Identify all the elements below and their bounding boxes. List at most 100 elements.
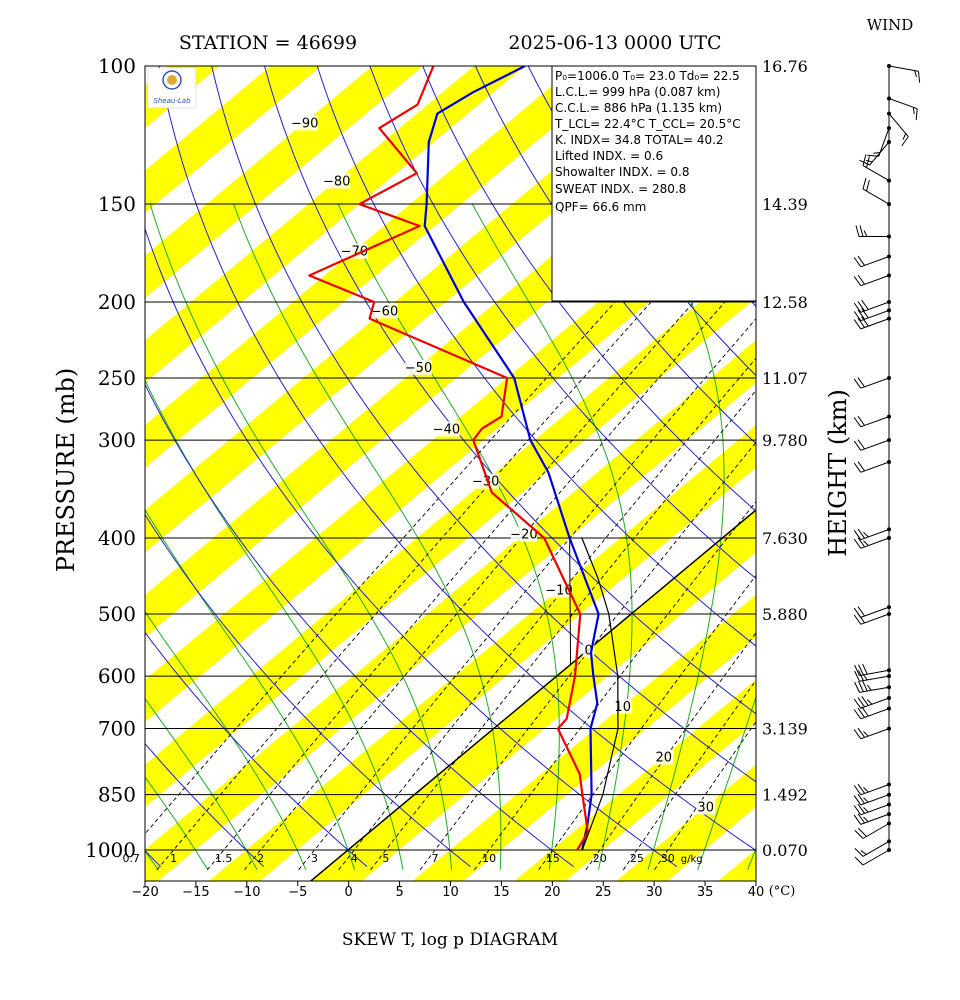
- wind-barb-feather: [873, 152, 881, 154]
- wind-barb-feather: [857, 803, 866, 814]
- isotherm-label-bg: [405, 359, 432, 375]
- wind-barb-feather: [853, 257, 862, 268]
- temp-band: [0, 49, 37, 883]
- isotherm-zero-line: [309, 509, 756, 881]
- wind-barb-staff: [860, 309, 890, 322]
- wind-barb-feather: [857, 537, 866, 548]
- indices-text: P₀=1006.0 T₀= 23.0 Td₀= 22.5 L.C.L.= 999…: [554, 69, 741, 214]
- temp-tick: 40: [748, 885, 765, 900]
- isotherm-label-bg: [323, 173, 350, 189]
- temp-tick: 0: [345, 885, 353, 900]
- wind-barb-feather: [854, 681, 860, 693]
- pressure-tick: 1000: [85, 838, 136, 862]
- height-tick: 5.880: [762, 605, 808, 624]
- wind-barb-feather: [853, 607, 862, 618]
- index-ccl: C.C.L.= 886 hPa (1.135 km): [555, 101, 722, 115]
- index-tlcl-tccl: T_LCL= 22.4°C T_CCL= 20.5°C: [554, 117, 741, 131]
- wind-barb-staff: [859, 686, 890, 693]
- logo-text: Sheau-Lab: [153, 97, 191, 105]
- index-surface: P₀=1006.0 T₀= 23.0 Td₀= 22.5: [555, 69, 740, 83]
- wind-barb-feather: [854, 856, 864, 866]
- mixing-ratio-label: 5: [382, 852, 389, 865]
- wind-barb-feather: [857, 528, 866, 539]
- index-k-total: K. INDX= 34.8 TOTAL= 40.2: [555, 133, 724, 147]
- moist-adiabat: [145, 610, 307, 871]
- temp-band: [208, 425, 756, 881]
- mixing-ratio-line: [654, 720, 756, 871]
- lcl-line: [569, 538, 572, 665]
- wind-barb-feather: [853, 538, 862, 549]
- wind-barb-feather: [854, 670, 860, 682]
- index-sweat: SWEAT INDX. = 280.8: [555, 182, 686, 196]
- mixing-ratio-line: [206, 301, 695, 871]
- wind-barb-staff: [860, 728, 890, 740]
- mixing-ratio-label: 2: [257, 852, 264, 865]
- dry-adiabat: [145, 849, 161, 867]
- pressure-tick: 300: [98, 428, 136, 452]
- wind-barb-feather: [863, 540, 869, 546]
- wind-barb-feather: [857, 606, 866, 617]
- moist-adiabat: [145, 379, 404, 870]
- height-tick: 7.630: [762, 529, 808, 548]
- dry-adiabat: [145, 513, 471, 867]
- isotherm-label: −50: [405, 361, 432, 376]
- temp-tick: 15: [493, 885, 510, 900]
- wind-barb-feather: [866, 179, 870, 192]
- wind-barb-feather: [902, 133, 907, 140]
- wind-barb-staff: [860, 439, 890, 451]
- moist-adiabat: [233, 203, 502, 870]
- temp-band: [718, 849, 756, 881]
- station-label: STATION = 46699: [179, 32, 357, 54]
- wind-barb-feather: [862, 663, 868, 675]
- wind-barb-staff: [878, 127, 890, 157]
- pressure-tick: 850: [98, 783, 136, 807]
- dry-adiabat: [145, 631, 368, 867]
- temp-band: [145, 66, 322, 213]
- mixing-ratio-line: [338, 357, 756, 871]
- wind-profile: [853, 64, 921, 866]
- isotherm-label-bg: [654, 749, 674, 765]
- temp-band: [920, 49, 960, 883]
- wind-barb-staff: [860, 256, 890, 268]
- y-axis-label: PRESSURE (mb): [52, 368, 80, 573]
- dry-adiabat: [936, 49, 960, 867]
- wind-barb-feather: [858, 681, 864, 692]
- temp-tick: −10: [233, 885, 260, 900]
- wind-barb-feather: [863, 230, 868, 237]
- sounding-profiles: [308, 66, 619, 851]
- wind-barb-feather: [853, 440, 862, 451]
- wind-barb-feather: [853, 319, 862, 330]
- height-tick: 12.58: [762, 293, 808, 312]
- wind-barb-feather: [863, 787, 869, 793]
- temp-band: [145, 66, 526, 383]
- wind-barb-staff: [860, 794, 890, 806]
- temperature-bands: [0, 49, 960, 883]
- mixing-ratio-label: 0.7: [122, 852, 140, 865]
- mixing-ratio-line: [585, 631, 756, 871]
- dry-adiabat: [316, 66, 756, 647]
- wind-barb-feather: [853, 276, 862, 286]
- height-tick: 1.492: [762, 786, 808, 805]
- mixing-ratio-label: 1: [170, 852, 177, 865]
- dry-adiabat: [884, 49, 960, 867]
- wind-barb-feather: [859, 225, 864, 237]
- moist-adiabat: [149, 203, 453, 870]
- wind-barb-feather: [853, 614, 862, 625]
- wind-barb-feather: [859, 159, 870, 166]
- wind-barb-feather: [866, 699, 873, 705]
- wind-barb-feather: [863, 731, 869, 737]
- index-lcl: L.C.L.= 999 hPa (0.087 km): [555, 85, 720, 99]
- temp-tick: 25: [595, 885, 612, 900]
- isotherm-label: −20: [510, 528, 537, 543]
- dry-adiabat: [145, 227, 678, 868]
- wind-barb-feather: [861, 696, 869, 706]
- isotherm-label: −90: [291, 116, 318, 131]
- temp-band: [145, 340, 756, 881]
- wind-barb-staff: [862, 165, 890, 182]
- wind-barb-feather: [857, 255, 866, 266]
- wind-barb-staff: [860, 813, 890, 825]
- wind-barb-staff: [888, 65, 919, 72]
- isotherm-label-bg: [472, 473, 499, 489]
- wind-barb-staff: [860, 708, 890, 720]
